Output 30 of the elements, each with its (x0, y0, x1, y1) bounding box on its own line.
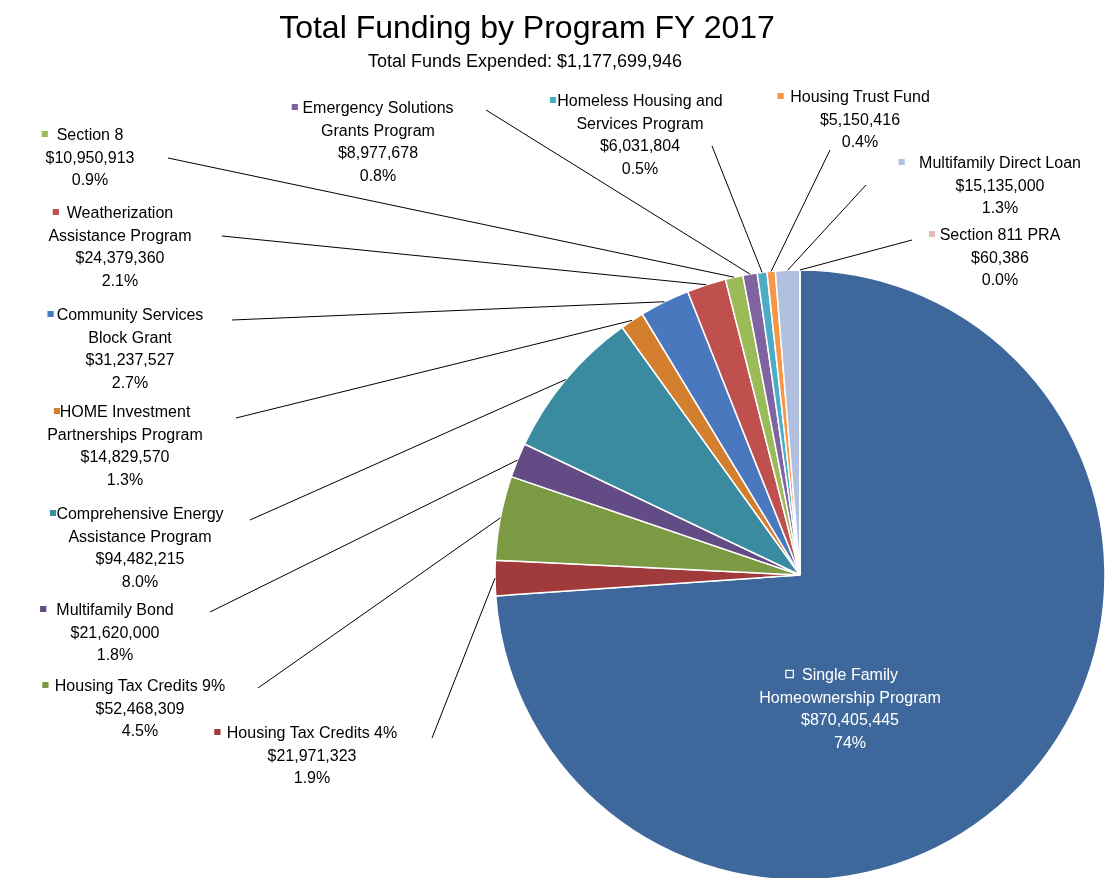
legend-label: Housing Tax Credits 4% (226, 724, 398, 741)
data-label: $8,977,678 0.8% (337, 144, 419, 184)
legend-label: Single Family Homeownership Program (759, 666, 941, 706)
data-label: $60,386 0.0% (971, 248, 1030, 288)
legend-label: Multifamily Bond (56, 601, 174, 618)
data-label: $21,620,000 1.8% (70, 623, 160, 663)
legend-label: Housing Tax Credits 9% (54, 677, 226, 694)
legend-label: Comprehensive Energy Assistance Program (56, 505, 224, 545)
legend-label: Weatherization Assistance Program (48, 204, 192, 244)
legend-label: Emergency Solutions Grants Program (302, 99, 454, 139)
chart-title: Total Funding by Program FY 2017 (279, 9, 775, 45)
data-label: $24,379,360 2.1% (75, 249, 165, 289)
legend-label: Section 8 (56, 126, 124, 143)
data-label: $21,971,323 1.9% (267, 746, 357, 786)
data-label: $15,135,000 1.3% (955, 176, 1045, 216)
legend-label: Homeless Housing and Services Program (557, 92, 723, 132)
data-label: $52,468,309 4.5% (95, 699, 185, 739)
legend-label: Housing Trust Fund (790, 88, 930, 105)
legend-label: Community Services Block Grant (56, 306, 204, 346)
data-label: $870,405,445 74% (801, 711, 900, 751)
legend-label: Section 811 PRA (939, 226, 1061, 243)
legend-label: Multifamily Direct Loan (919, 154, 1081, 171)
chart-subtitle: Total Funds Expended: $1,177,699,946 (367, 51, 683, 71)
data-label: $5,150,416 0.4% (819, 110, 901, 150)
data-label: $10,950,913 0.9% (45, 148, 135, 188)
data-label: $31,237,527 2.7% (85, 351, 175, 391)
data-label: $6,031,804 0.5% (599, 137, 681, 177)
data-label: $94,482,215 8.0% (95, 550, 185, 590)
legend-label: HOME Investment Partnerships Program (47, 403, 203, 443)
data-label: $14,829,570 1.3% (80, 448, 170, 488)
